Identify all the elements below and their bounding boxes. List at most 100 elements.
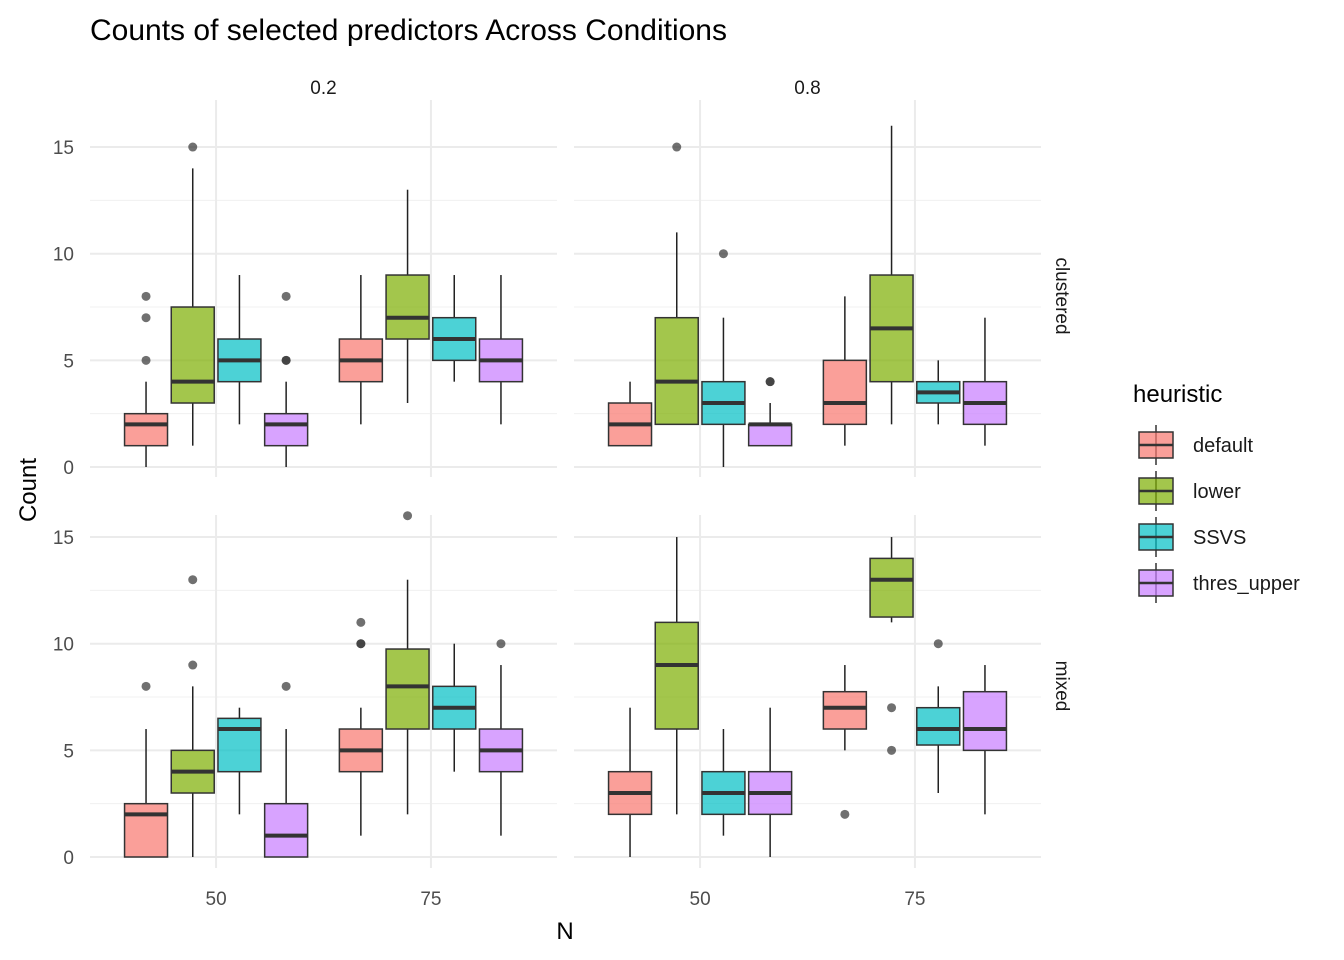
y-tick-label: 5 — [63, 351, 74, 372]
box-SSVS-50 — [217, 707, 262, 815]
legend-label: lower — [1193, 481, 1241, 503]
outlier-point — [281, 355, 291, 365]
box-lower-50 — [170, 142, 215, 446]
box-body — [654, 316, 699, 426]
box-body — [263, 412, 309, 447]
panels-layer: 0.2 0.8 clustered mixed 0 5 10 15 0 5 10 15 50 75 50 75 — [53, 78, 1072, 910]
legend-key-lower: lower — [1138, 471, 1241, 511]
box-SSVS-50 — [701, 249, 746, 467]
box-SSVS-75 — [432, 643, 477, 772]
box-SSVS-50 — [701, 729, 746, 836]
box-body — [170, 306, 215, 404]
x-tick-label: 75 — [420, 889, 441, 910]
y-tick-label: 15 — [53, 528, 74, 549]
outlier-point — [141, 291, 151, 301]
legend-label: thres_upper — [1193, 573, 1300, 595]
outlier-point — [141, 681, 151, 691]
y-tick-label: 10 — [53, 245, 74, 266]
box-body — [747, 423, 793, 447]
box-body — [822, 359, 868, 426]
box-default-75 — [338, 617, 384, 836]
box-body — [654, 621, 699, 730]
box-body — [869, 557, 914, 618]
row-strip-label: mixed — [1051, 661, 1072, 712]
legend-label: default — [1193, 435, 1253, 457]
box-default-50 — [607, 381, 653, 447]
box-thres_upper-75 — [478, 275, 524, 425]
box-lower-75 — [869, 537, 914, 755]
legend-title: heuristic — [1133, 381, 1222, 408]
box-SSVS-75 — [916, 360, 961, 425]
legend-key-thres_upper: thres_upper — [1138, 563, 1300, 603]
box-thres_upper-75 — [478, 639, 524, 836]
legend-key-SSVS: SSVS — [1138, 517, 1246, 557]
outlier-point — [188, 142, 198, 152]
y-tick-label: 10 — [53, 635, 74, 656]
outlier-point — [672, 142, 682, 152]
box-default-75 — [822, 296, 868, 446]
outlier-point — [887, 745, 897, 755]
box-lower-50 — [170, 575, 215, 857]
legend-key-default: default — [1138, 425, 1253, 465]
box-SSVS-50 — [217, 275, 262, 425]
x-tick-label: 50 — [690, 889, 711, 910]
box-body — [385, 648, 430, 730]
y-tick-label: 0 — [63, 848, 74, 869]
box-lower-75 — [385, 511, 430, 815]
box-SSVS-75 — [432, 275, 477, 382]
box-default-75 — [338, 275, 384, 425]
box-thres_upper-50 — [263, 291, 309, 467]
box-SSVS-75 — [916, 639, 961, 794]
box-thres_upper-50 — [263, 681, 309, 858]
y-tick-label: 0 — [63, 458, 74, 479]
box-body — [916, 706, 961, 746]
x-tick-label: 75 — [904, 889, 925, 910]
box-lower-50 — [654, 142, 699, 426]
y-tick-label: 5 — [63, 741, 74, 762]
outlier-point — [403, 511, 413, 521]
outlier-point — [141, 313, 151, 323]
box-default-50 — [123, 681, 169, 858]
outlier-point — [765, 377, 775, 387]
outlier-point — [887, 703, 897, 713]
row-strip-label: clustered — [1051, 257, 1072, 334]
outlier-point — [933, 639, 943, 649]
box-default-75 — [822, 665, 868, 819]
box-lower-75 — [869, 125, 914, 425]
outlier-point — [281, 681, 291, 691]
chart-title: Counts of selected predictors Across Con… — [90, 14, 727, 47]
box-body — [385, 274, 430, 340]
box-body — [962, 690, 1008, 752]
panel-clustered-0.2: 0 5 10 15 — [53, 100, 557, 479]
legend: heuristic default lower SSVS thres_upper — [1133, 381, 1300, 603]
box-default-50 — [607, 707, 653, 857]
outlier-point — [141, 355, 151, 365]
outlier-point — [356, 617, 366, 627]
panel-mixed-0.2: 0 5 10 15 50 75 — [53, 511, 557, 910]
y-axis-label: Count — [15, 458, 42, 522]
outlier-point — [356, 639, 366, 649]
box-lower-75 — [385, 189, 430, 404]
box-lower-50 — [654, 537, 699, 815]
outlier-point — [496, 639, 506, 649]
outlier-point — [281, 291, 291, 301]
legend-label: SSVS — [1193, 527, 1246, 549]
box-thres_upper-50 — [747, 377, 793, 447]
column-strip-label: 0.8 — [794, 78, 820, 99]
column-strip-label: 0.2 — [310, 78, 336, 99]
panel-clustered-0.8 — [574, 100, 1041, 477]
outlier-point — [188, 660, 198, 670]
box-body — [217, 717, 262, 773]
box-thres_upper-75 — [962, 317, 1008, 446]
box-thres_upper-50 — [747, 707, 793, 857]
box-body — [263, 802, 309, 858]
box-body — [123, 412, 169, 447]
outlier-point — [188, 575, 198, 585]
box-body — [123, 802, 169, 858]
y-tick-label: 15 — [53, 138, 74, 159]
outlier-point — [840, 809, 850, 819]
outlier-point — [718, 249, 728, 259]
box-default-50 — [123, 291, 169, 467]
box-thres_upper-75 — [962, 665, 1008, 815]
